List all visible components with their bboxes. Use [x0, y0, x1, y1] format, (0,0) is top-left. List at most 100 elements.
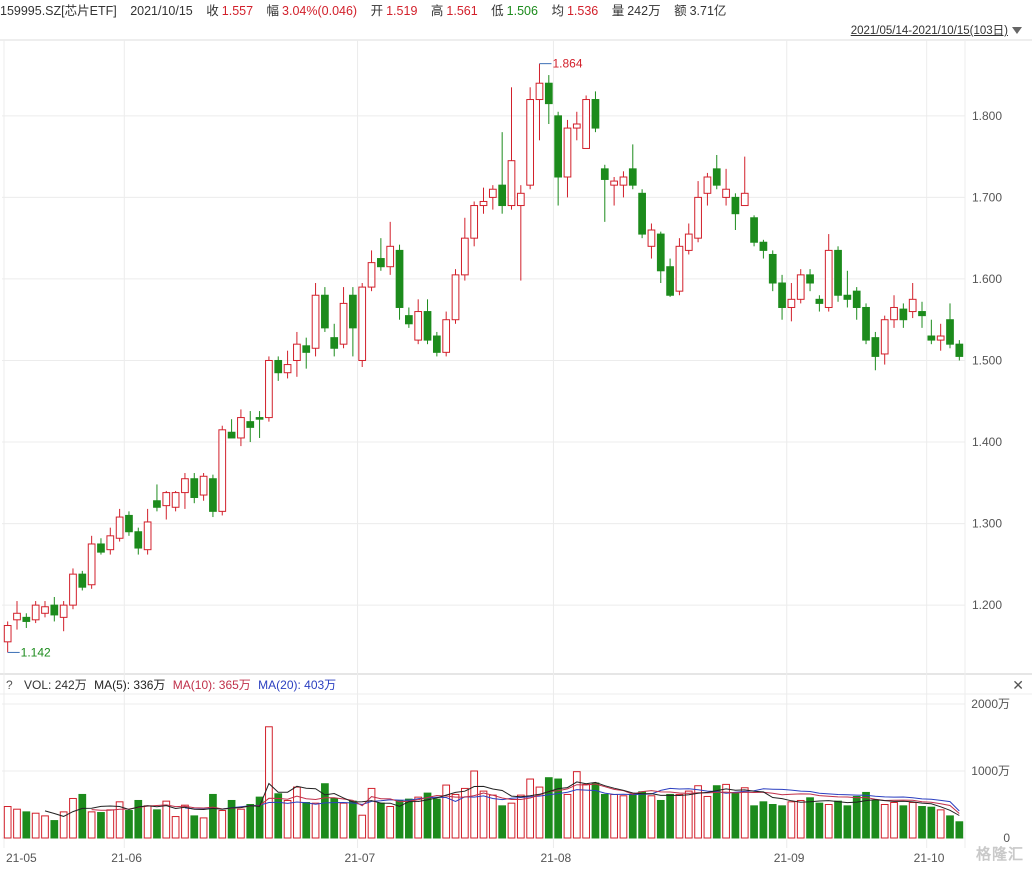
candle-body	[78, 573, 87, 588]
volume-bar	[31, 812, 40, 839]
volume-bar	[740, 787, 749, 839]
candle-body	[694, 196, 702, 239]
volume-bar	[647, 795, 656, 839]
candle-body	[806, 274, 814, 284]
candle-body	[367, 262, 376, 288]
volume-bar	[722, 783, 730, 839]
amount-value: 3.71亿	[689, 4, 727, 18]
quote-date: 2021/10/15	[130, 4, 193, 18]
volume-bar	[199, 817, 208, 839]
volume-bar	[330, 797, 339, 839]
volume-bar	[582, 783, 590, 839]
help-icon[interactable]: ?	[6, 678, 13, 692]
price-tick-label: 1.400	[972, 435, 1002, 449]
candle-body	[684, 233, 693, 251]
candle-body	[87, 543, 96, 586]
volume-bar	[890, 801, 898, 839]
low-label: 低	[491, 4, 504, 18]
volume-bar	[143, 805, 152, 839]
volume-bar	[694, 785, 702, 839]
candle-body	[22, 616, 31, 622]
volume-bar	[227, 799, 236, 839]
candle-body	[190, 478, 199, 498]
volume-bar	[815, 802, 824, 839]
candle-body	[134, 531, 143, 549]
change-label: 幅	[266, 4, 280, 18]
volume-bar	[488, 794, 497, 839]
candle-body	[358, 286, 367, 361]
candle-body	[302, 345, 311, 353]
volume-bar	[274, 793, 283, 839]
volume-bar	[181, 804, 189, 839]
candle-body	[908, 298, 917, 313]
close-volume-panel-icon[interactable]: ✕	[1012, 677, 1024, 693]
min-price-label: 1.142	[21, 645, 51, 659]
volume-bar	[600, 793, 609, 839]
volume-bar	[3, 806, 12, 839]
volume-bar	[843, 805, 852, 839]
security-code: 159995.SZ[芯片ETF]	[0, 4, 117, 18]
candle-body	[787, 298, 796, 308]
dropdown-arrow-icon	[1012, 27, 1022, 35]
candle-body	[582, 99, 590, 149]
candle-body	[712, 168, 721, 186]
candle-body	[759, 241, 768, 251]
candle-body	[488, 188, 497, 198]
candle-body	[656, 233, 665, 272]
volume-bar	[13, 808, 21, 839]
quote-header: 159995.SZ[芯片ETF] 2021/10/15 收 1.557 幅 3.04…	[0, 0, 1032, 22]
candle-body	[899, 308, 908, 321]
price-tick-label: 1.200	[972, 598, 1002, 612]
x-tick-label: 21-05	[6, 851, 37, 865]
candle-body	[330, 337, 339, 349]
volume-bar	[162, 800, 171, 839]
candle-body	[442, 319, 451, 353]
volume-bar	[97, 812, 105, 839]
candle-body	[796, 274, 805, 300]
volume-bar	[768, 804, 777, 839]
date-range-selector[interactable]: 2021/05/14-2021/10/15(103日)	[851, 22, 1022, 40]
volume-tick-label: 0	[1003, 831, 1010, 845]
volume-bar	[414, 796, 423, 839]
volume-bar	[125, 810, 133, 839]
max-price-label: 1.864	[552, 57, 582, 71]
volume-bar	[544, 777, 553, 839]
volume-bar	[498, 805, 507, 839]
candle-body	[423, 311, 432, 341]
avg-label: 均	[551, 4, 564, 18]
candle-body	[339, 302, 348, 345]
candle-body	[115, 516, 124, 539]
candle-body	[246, 421, 255, 428]
volume-bar	[479, 790, 488, 839]
candle-body	[890, 306, 898, 321]
candle-body	[237, 417, 245, 439]
date-range-label: 2021/05/14-2021/10/15(103日)	[850, 25, 1008, 37]
volume-bar	[806, 797, 814, 839]
candle-body	[731, 196, 740, 215]
high-label: 高	[430, 4, 444, 18]
volume-bar	[106, 809, 115, 839]
candle-body	[936, 335, 945, 341]
candle-body	[750, 217, 758, 243]
volume-bar	[834, 800, 842, 839]
candle-body	[852, 290, 861, 308]
volume-label: 量	[611, 4, 625, 18]
volume-bar	[908, 801, 917, 839]
price-tick-label: 1.300	[972, 517, 1002, 531]
volume-bar	[460, 787, 469, 839]
x-tick-label: 21-10	[914, 851, 945, 865]
volume-bar	[516, 794, 525, 839]
volume-bar	[115, 801, 124, 839]
candle-body	[293, 343, 301, 361]
volume-bar	[41, 815, 49, 839]
volume-bar	[171, 816, 180, 839]
candle-body	[283, 364, 292, 374]
volume-bar	[50, 820, 59, 839]
volume-bar	[899, 805, 908, 839]
candle-body	[255, 417, 264, 420]
volume-bar	[321, 783, 329, 839]
volume-bar	[507, 802, 516, 839]
candle-body	[927, 335, 936, 341]
volume-bar	[69, 797, 77, 839]
